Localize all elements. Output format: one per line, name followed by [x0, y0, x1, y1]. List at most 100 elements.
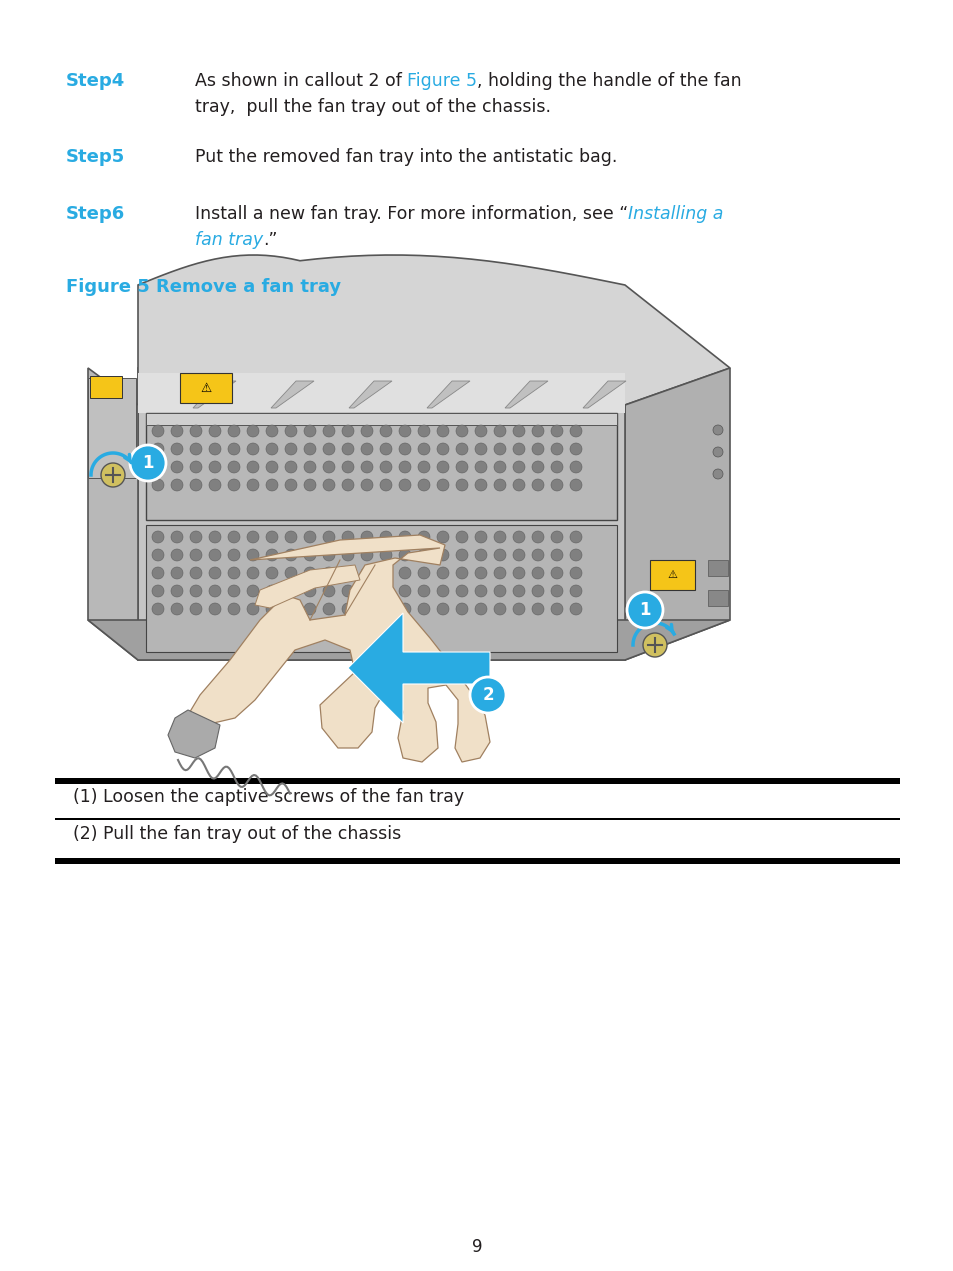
Circle shape — [209, 602, 221, 615]
Circle shape — [341, 549, 354, 561]
Circle shape — [360, 425, 373, 437]
Bar — [180, 372, 232, 403]
Circle shape — [228, 585, 240, 597]
Circle shape — [360, 549, 373, 561]
Circle shape — [190, 461, 202, 473]
Polygon shape — [138, 369, 729, 405]
Circle shape — [379, 479, 392, 491]
Circle shape — [551, 461, 562, 473]
Circle shape — [190, 602, 202, 615]
Circle shape — [171, 479, 183, 491]
Circle shape — [436, 602, 449, 615]
Circle shape — [456, 531, 468, 543]
Circle shape — [417, 531, 430, 543]
Circle shape — [209, 585, 221, 597]
Circle shape — [379, 444, 392, 455]
Circle shape — [152, 602, 164, 615]
Circle shape — [417, 425, 430, 437]
Circle shape — [190, 425, 202, 437]
Circle shape — [551, 567, 562, 580]
Circle shape — [266, 567, 277, 580]
Circle shape — [304, 549, 315, 561]
Circle shape — [494, 444, 505, 455]
Polygon shape — [504, 381, 547, 408]
Circle shape — [341, 531, 354, 543]
Text: Figure 5 Remove a fan tray: Figure 5 Remove a fan tray — [66, 278, 341, 296]
Circle shape — [360, 585, 373, 597]
Circle shape — [475, 461, 486, 473]
Circle shape — [341, 444, 354, 455]
Circle shape — [532, 531, 543, 543]
Polygon shape — [348, 613, 490, 723]
Circle shape — [379, 531, 392, 543]
Circle shape — [569, 444, 581, 455]
Polygon shape — [138, 372, 624, 413]
Circle shape — [417, 567, 430, 580]
Circle shape — [190, 549, 202, 561]
Circle shape — [569, 425, 581, 437]
Circle shape — [209, 549, 221, 561]
Circle shape — [266, 479, 277, 491]
Circle shape — [513, 585, 524, 597]
Circle shape — [398, 567, 411, 580]
Circle shape — [398, 585, 411, 597]
Circle shape — [475, 585, 486, 597]
Text: ⚠: ⚠ — [666, 569, 677, 580]
Circle shape — [379, 602, 392, 615]
Circle shape — [379, 567, 392, 580]
Text: 2: 2 — [481, 686, 494, 704]
Bar — [649, 561, 695, 590]
Circle shape — [228, 444, 240, 455]
Circle shape — [228, 567, 240, 580]
Bar — [88, 377, 136, 478]
Circle shape — [190, 585, 202, 597]
Circle shape — [456, 425, 468, 437]
Bar — [707, 590, 727, 606]
Circle shape — [228, 461, 240, 473]
Circle shape — [285, 425, 296, 437]
Circle shape — [171, 567, 183, 580]
Circle shape — [436, 444, 449, 455]
Circle shape — [417, 444, 430, 455]
Circle shape — [436, 461, 449, 473]
Circle shape — [341, 602, 354, 615]
Circle shape — [379, 461, 392, 473]
Circle shape — [209, 479, 221, 491]
Circle shape — [569, 602, 581, 615]
Circle shape — [532, 567, 543, 580]
Circle shape — [228, 549, 240, 561]
Circle shape — [569, 461, 581, 473]
Circle shape — [475, 425, 486, 437]
Circle shape — [171, 602, 183, 615]
Circle shape — [398, 461, 411, 473]
Circle shape — [475, 567, 486, 580]
Circle shape — [417, 602, 430, 615]
Circle shape — [285, 461, 296, 473]
Circle shape — [456, 602, 468, 615]
Circle shape — [494, 461, 505, 473]
Circle shape — [130, 445, 166, 480]
Circle shape — [417, 479, 430, 491]
Text: 9: 9 — [471, 1238, 482, 1256]
Circle shape — [285, 479, 296, 491]
Text: Install a new fan tray. For more information, see “: Install a new fan tray. For more informa… — [194, 205, 628, 222]
Circle shape — [475, 479, 486, 491]
Circle shape — [304, 567, 315, 580]
Circle shape — [532, 461, 543, 473]
Circle shape — [247, 567, 258, 580]
Circle shape — [228, 602, 240, 615]
Text: (2) Pull the fan tray out of the chassis: (2) Pull the fan tray out of the chassis — [73, 825, 401, 843]
Text: Step6: Step6 — [66, 205, 125, 222]
Circle shape — [456, 461, 468, 473]
Circle shape — [379, 585, 392, 597]
Circle shape — [513, 549, 524, 561]
Circle shape — [456, 567, 468, 580]
Polygon shape — [624, 369, 729, 660]
Circle shape — [304, 585, 315, 597]
Circle shape — [285, 444, 296, 455]
Circle shape — [494, 567, 505, 580]
Circle shape — [551, 602, 562, 615]
Circle shape — [569, 549, 581, 561]
Circle shape — [398, 531, 411, 543]
Circle shape — [475, 444, 486, 455]
